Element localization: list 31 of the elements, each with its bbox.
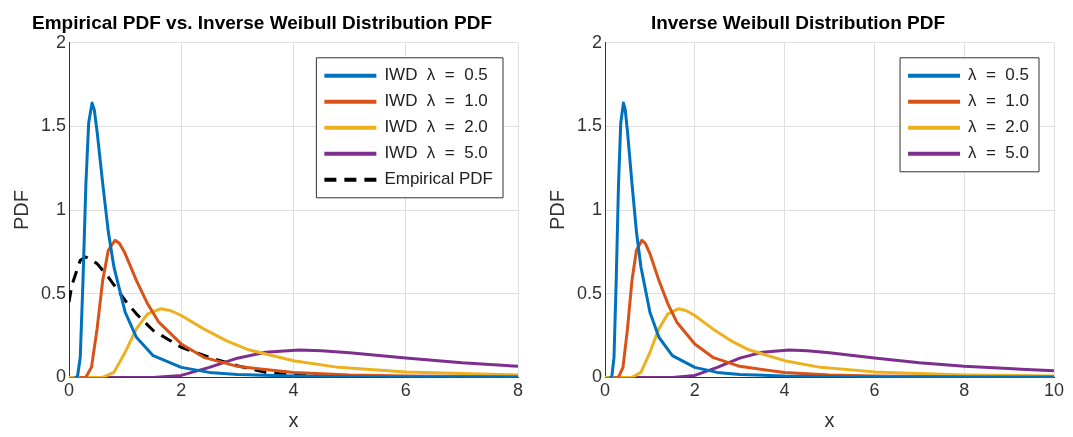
legend-label: Empirical PDF [384, 169, 493, 189]
chart-title: Empirical PDF vs. Inverse Weibull Distribution PDF [32, 11, 492, 33]
x-tick-label: 6 [400, 380, 411, 401]
y-axis-title: PDF [9, 190, 32, 231]
legend-label: λ = 5.0 [968, 143, 1029, 163]
legend-label: λ = 2.0 [968, 117, 1029, 137]
y-tick-label: 2 [592, 31, 603, 52]
y-tick-label: 1 [56, 199, 67, 220]
chart-title: Inverse Weibull Distribution PDF [650, 11, 946, 33]
x-tick-label: 2 [689, 380, 700, 401]
y-tick-label: 1 [592, 199, 603, 220]
y-tick-label: 0.5 [40, 282, 67, 303]
y-tick-label: 0.5 [576, 282, 603, 303]
x-tick-label: 6 [869, 380, 880, 401]
x-tick-label: 4 [288, 380, 299, 401]
y-tick-label: 1.5 [40, 115, 67, 136]
x-tick-label: 2 [176, 380, 187, 401]
legend-label: λ = 0.5 [968, 65, 1029, 85]
x-tick-label: 8 [512, 380, 524, 401]
legend-label: λ = 1.0 [968, 91, 1029, 111]
x-axis-title: x [288, 408, 299, 431]
x-tick-label: 8 [959, 380, 970, 401]
y-tick-label: 1.5 [576, 115, 603, 136]
legend-label: IWD λ = 5.0 [384, 143, 488, 163]
legend-label: IWD λ = 1.0 [384, 91, 488, 111]
x-tick-label: 10 [1043, 380, 1065, 401]
x-axis-title: x [824, 408, 835, 431]
x-tick-label: 4 [779, 380, 790, 401]
legend-label: IWD λ = 2.0 [384, 117, 488, 137]
y-axis-title: PDF [545, 190, 568, 231]
legend-label: IWD λ = 0.5 [384, 65, 488, 85]
